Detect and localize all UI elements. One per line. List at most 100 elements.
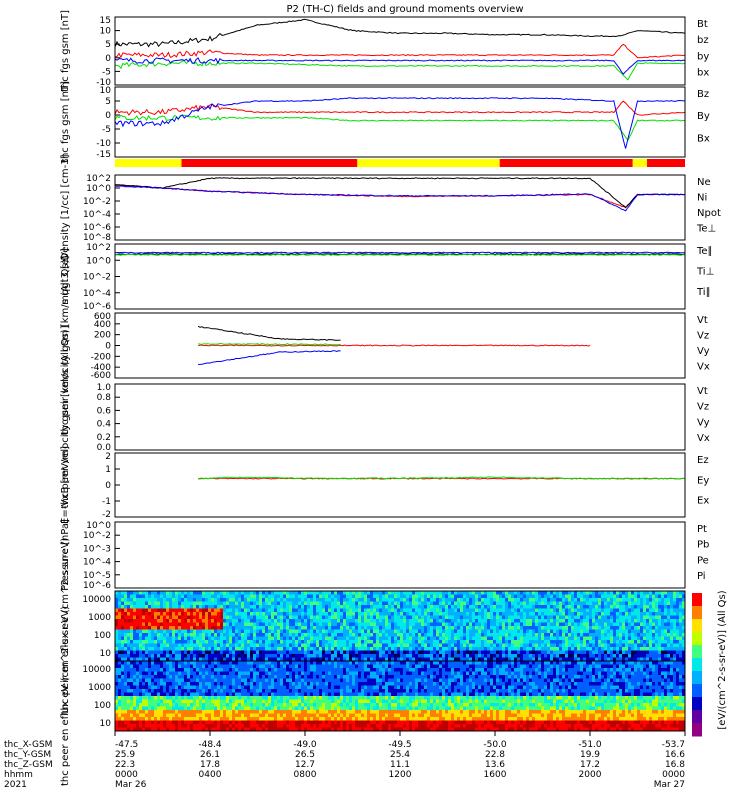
y-tick-label: -400 [91, 363, 112, 373]
legend-Vy: Vy [697, 417, 710, 428]
y-tick-label: 1000 [88, 613, 111, 623]
x-row-label: thc_X-GSM [4, 740, 52, 750]
status-segment [181, 159, 358, 167]
panel-3: 10^210^010^-210^-410^-610^-8NeNiNpotTe⊥D… [60, 154, 721, 260]
x-row-label: thc_Z-GSM [4, 760, 53, 770]
panel-frame [114, 521, 686, 589]
y-tick-label: 10^-3 [83, 544, 111, 554]
x-row-value: 25.4 [390, 750, 410, 760]
legend-Ey: Ey [697, 475, 709, 486]
x-row-value: -49.0 [293, 740, 317, 750]
panel-frame [114, 16, 686, 86]
y-tick-label: -10 [96, 139, 111, 149]
x-row-value: 13.6 [485, 760, 505, 770]
y-axis-label: thc fgs gsm [nT] [60, 10, 71, 92]
legend-Vz: Vz [697, 402, 709, 413]
y-tick-label: 10 [100, 27, 112, 37]
chart-title: P2 (TH-C) fields and ground moments over… [286, 4, 523, 15]
status-segment [632, 159, 648, 167]
legend-Vt: Vt [697, 315, 708, 326]
y-axis-label: thc fgs gsm [nT] [60, 81, 71, 163]
y-tick-label: 1.0 [97, 383, 112, 393]
series-by-line [115, 60, 685, 81]
y-tick-label: 0.8 [97, 393, 112, 403]
y-tick-label: 10^-2 [83, 273, 111, 283]
x-row-value: Mar 27 [654, 780, 685, 790]
series-Ne-line [115, 184, 685, 209]
legend-Bz: Bz [697, 89, 709, 100]
legend-Vy: Vy [697, 346, 710, 357]
y-tick-label: 0.6 [97, 406, 112, 416]
x-row-value: Mar 26 [115, 780, 147, 790]
series-Vy-line [197, 342, 341, 346]
legend-Vt: Vt [697, 386, 708, 397]
panel-6: 1.00.8 0.6 0.4 0.20.0 Vt Vz Vy Vx thc peer veloc… [60, 325, 710, 508]
legend-Pt: Pt [697, 524, 707, 535]
series-By-line [115, 114, 685, 141]
y-tick-label: 10^-6 [83, 581, 111, 591]
x-row-label: hhmm [4, 770, 33, 780]
y-axis-label: thc peir velocity gsm [km/s (All Qs)] [60, 256, 71, 436]
y-axis-label: thc peir en eflux eV (cm^2-s-sr-eV) [60, 538, 71, 715]
spectrogram-ion [115, 591, 685, 661]
y-tick-label: 600 [94, 312, 111, 322]
x-row-value: 11.1 [390, 760, 410, 770]
y-axis-label: Pressure [nPa] [60, 519, 71, 591]
panel-frame [114, 452, 686, 518]
legend-Te: Te∥ [696, 246, 713, 257]
colorbar-segment [692, 658, 702, 672]
x-row-value: 26.5 [295, 750, 315, 760]
colorbar-segment [692, 619, 702, 633]
x-row-value: 22.3 [115, 760, 135, 770]
series-Vt-line [197, 325, 341, 341]
panel-frame [114, 174, 686, 241]
colorbar-segment [692, 606, 702, 620]
x-row-value: -47.5 [115, 740, 138, 750]
y-tick-label: -2 [102, 510, 111, 520]
x-row-value: 0800 [294, 770, 317, 780]
status-segment [357, 159, 500, 167]
y-axis-label: mqgt3 [eV] [60, 248, 71, 305]
series-Bx-line [115, 97, 685, 149]
y-tick-label: -600 [91, 371, 112, 381]
series-bz-line [115, 43, 685, 59]
y-tick-label: -5 [102, 125, 111, 135]
legend-Vx: Vx [697, 361, 710, 372]
y-tick-label: 10^-5 [83, 571, 111, 581]
y-tick-label: 0.2 [97, 433, 111, 443]
y-tick-label: 0.4 [97, 420, 112, 430]
status-segment [115, 159, 182, 167]
y-tick-label: 1 [105, 465, 111, 475]
y-tick-label: 100 [94, 701, 111, 711]
y-axis-label: E=-VxB [mV/m] [60, 446, 71, 524]
legend-Bx: Bx [697, 133, 710, 144]
y-tick-label: 1000 [88, 683, 111, 693]
series-Vx-line [198, 350, 341, 365]
y-tick-label: 10 [100, 86, 112, 96]
panel-9: 10000 1000 100 10 thc peir en eflux eV (cm^2… [60, 538, 686, 715]
x-row-label: thc_Y-GSM [4, 750, 51, 760]
y-tick-label: 10^0 [86, 184, 111, 194]
colorbar-segment [692, 671, 702, 685]
legend-Bt: Bt [697, 19, 708, 30]
x-row-value: 2000 [579, 770, 602, 780]
series-bx-line [115, 57, 685, 75]
y-tick-label: -15 [96, 150, 111, 160]
y-tick-label: 10^0 [86, 256, 111, 266]
y-tick-label: 10000 [82, 595, 111, 605]
y-tick-label: 10^-8 [83, 233, 111, 243]
x-row-value: 26.1 [200, 750, 220, 760]
legend-Pe: Pe [697, 555, 709, 566]
series-Bz-line [115, 100, 685, 116]
x-row-value: 19.9 [580, 750, 600, 760]
panel-8: 10^010^-2 10^-3 10^-4 10^-510^-6 Pt Pb Pe Pi Pre… [60, 519, 709, 591]
x-row-value: -48.4 [198, 740, 222, 750]
y-tick-label: -1 [102, 497, 111, 507]
y-axis-label: Density [1/cc] [cm-3] [60, 154, 71, 260]
y-tick-label: -10 [96, 78, 111, 88]
y-tick-label: 0 [105, 342, 111, 352]
series-group [115, 177, 685, 212]
y-axis-label: thc peer velocity gsm [km/s (All Qs)] [60, 325, 71, 508]
x-row-value: 12.7 [295, 760, 315, 770]
